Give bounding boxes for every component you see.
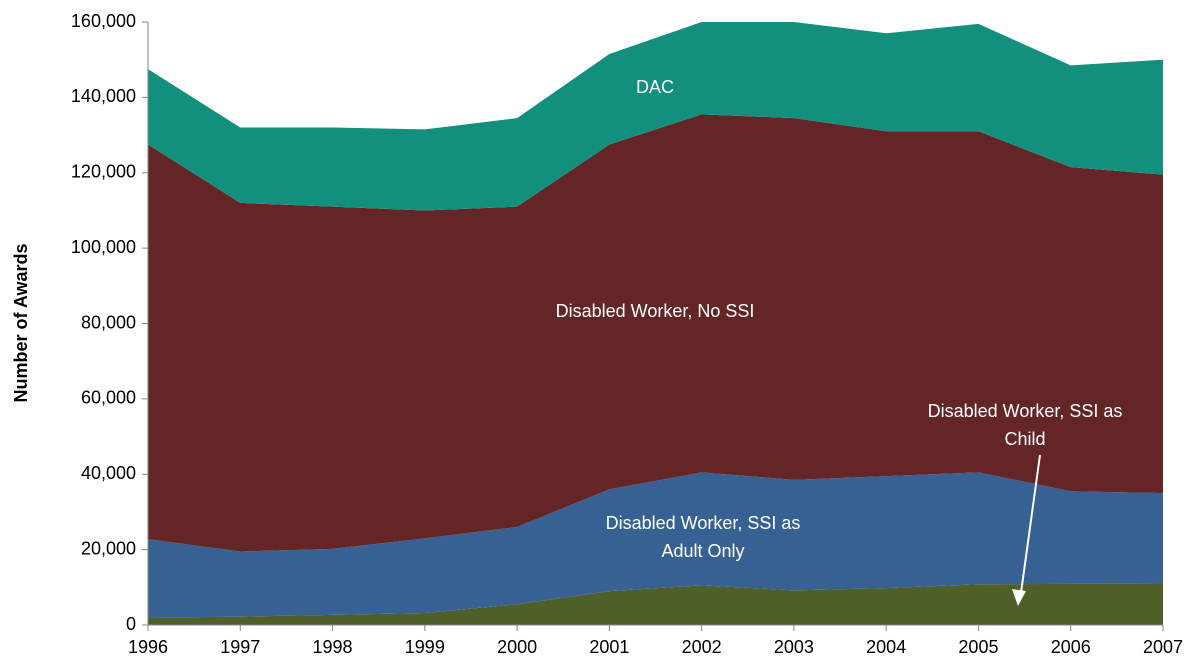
y-tick-label: 60,000	[81, 388, 136, 408]
x-tick-label: 1997	[220, 637, 260, 657]
x-tick-label: 1999	[405, 637, 445, 657]
x-tick-label: 2002	[682, 637, 722, 657]
y-tick-label: 40,000	[81, 463, 136, 483]
x-tick-label: 1996	[128, 637, 168, 657]
x-tick-label: 2006	[1051, 637, 1091, 657]
y-axis-label: Number of Awards	[11, 243, 31, 402]
y-tick-label: 140,000	[71, 86, 136, 106]
series-label: Disabled Worker, SSI as Child	[927, 401, 1123, 449]
y-tick-label: 100,000	[71, 237, 136, 257]
areas	[148, 22, 1163, 625]
x-tick-label: 1998	[313, 637, 353, 657]
arrow-head	[1012, 589, 1026, 606]
x-tick-label: 2001	[589, 637, 629, 657]
y-tick-label: 160,000	[71, 11, 136, 31]
area	[148, 583, 1163, 625]
series-label: Disabled Worker, SSI as Adult Only	[605, 513, 801, 561]
y-tick-label: 0	[126, 614, 136, 634]
series-label: Disabled Worker, No SSI	[555, 301, 755, 321]
area	[148, 22, 1163, 211]
area	[148, 472, 1163, 618]
x-tick-label: 2007	[1143, 637, 1183, 657]
y-tick-label: 120,000	[71, 162, 136, 182]
arrow	[1019, 454, 1041, 601]
x-tick-label: 2005	[958, 637, 998, 657]
y-tick-label: 80,000	[81, 312, 136, 332]
x-tick-label: 2000	[497, 637, 537, 657]
series-label: DAC	[635, 77, 674, 97]
x-tick-label: 2004	[866, 637, 906, 657]
area	[148, 114, 1163, 552]
y-tick-label: 20,000	[81, 538, 136, 558]
x-tick-label: 2003	[774, 637, 814, 657]
